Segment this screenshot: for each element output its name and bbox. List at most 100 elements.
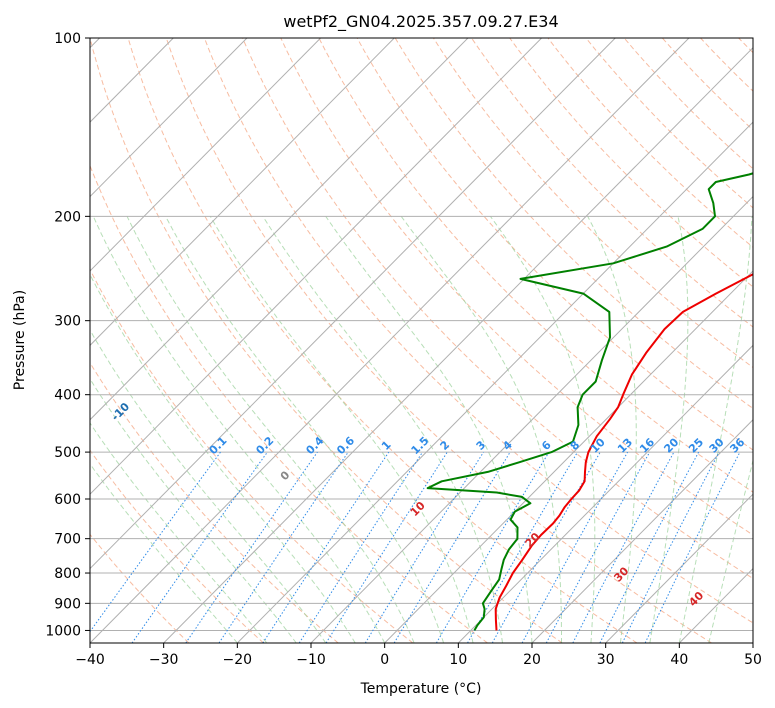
dry-adiabat	[509, 38, 753, 288]
mixing-ratio-label: 0.6	[334, 434, 357, 457]
isotherm	[90, 38, 469, 421]
temperature-line	[494, 273, 753, 631]
mixing-ratio-label: 2	[438, 438, 453, 453]
x-tick-label: 50	[744, 652, 762, 668]
dry-adiabat	[127, 38, 638, 643]
y-tick-label: 700	[54, 532, 81, 548]
x-tick-label: −10	[296, 652, 326, 668]
moist-adiabat	[209, 216, 474, 643]
dry-adiabat	[661, 38, 753, 131]
mixing-ratio-label: 0.2	[253, 434, 276, 457]
mixing-ratio-line	[218, 451, 349, 643]
y-tick-label: 400	[54, 388, 81, 404]
y-tick-label: 100	[54, 31, 81, 47]
moist-adiabat	[90, 329, 327, 643]
mixing-ratio-label: 3	[474, 438, 489, 453]
moist-adiabat	[262, 216, 503, 643]
x-axis: −40 −30 −20 −10 0 10 20 30 40 50	[75, 643, 762, 668]
dry-adiabat	[90, 268, 414, 643]
moist-adiabat	[400, 216, 562, 643]
x-tick-label: 40	[670, 652, 688, 668]
mixing-ratio-label: 6	[539, 438, 554, 453]
mixing-ratio-line	[262, 451, 390, 643]
y-tick-label: 800	[54, 566, 81, 582]
mixing-ratio-line	[521, 451, 629, 643]
dry-adiabat	[432, 38, 753, 369]
dry-adiabat	[90, 449, 264, 643]
moist-adiabat-label: 20	[523, 530, 543, 550]
mixing-ratio-line	[545, 451, 651, 643]
moist-adiabat	[90, 422, 268, 643]
mixing-ratio-label: 8	[568, 438, 583, 453]
moist-adiabat	[126, 216, 415, 643]
y-tick-label: 900	[54, 596, 81, 612]
y-tick-label: 300	[54, 314, 81, 330]
dry-adiabat	[471, 38, 753, 328]
mixing-ratio-line	[185, 451, 318, 643]
moist-adiabat-label: 0	[278, 468, 293, 483]
moist-adiabat	[92, 216, 386, 643]
plot-frame	[89, 37, 754, 644]
dry-adiabat	[623, 38, 753, 170]
isotherm	[90, 38, 542, 495]
isotherm	[531, 419, 753, 643]
y-tick-label: 200	[54, 209, 81, 225]
isotherm	[90, 38, 321, 272]
y-tick-label: 1000	[45, 623, 81, 639]
dewpoint-line	[426, 172, 753, 631]
isotherm	[457, 344, 753, 643]
y-axis-label: Pressure (hPa)	[12, 290, 28, 390]
mixing-ratio-label: 0.1	[207, 434, 230, 457]
y-tick-label: 600	[54, 492, 81, 508]
series-layer	[426, 172, 753, 631]
dry-adiabat	[738, 38, 753, 54]
mixing-ratio-label: 4	[500, 438, 515, 453]
mixing-ratio-line	[131, 451, 268, 643]
isotherm	[90, 38, 248, 198]
dry-adiabat	[356, 38, 753, 451]
mixing-ratio-label: 25	[686, 436, 706, 456]
moist-adiabat	[325, 216, 533, 643]
isotherm	[90, 38, 395, 347]
mixing-ratio-label: 0.4	[303, 434, 326, 457]
moist-adiabat	[90, 273, 356, 643]
mixing-ratio-line	[599, 451, 700, 643]
x-tick-label: 20	[523, 652, 541, 668]
isotherm	[236, 121, 753, 643]
isotherm	[752, 642, 753, 643]
background-lines	[90, 38, 753, 643]
y-tick-label: 500	[54, 445, 81, 461]
isotherm	[384, 270, 753, 643]
x-tick-label: 0	[380, 652, 389, 668]
x-tick-label: 30	[597, 652, 615, 668]
dry-adiabat-label: -10	[109, 400, 132, 423]
y-axis: 100 200 300 400 500 600 700 800 900 1000	[45, 31, 90, 639]
moist-adiabat	[90, 463, 238, 643]
dry-adiabat	[203, 38, 753, 624]
isotherm	[90, 38, 616, 570]
dry-adiabat	[547, 38, 753, 248]
isotherm	[678, 567, 753, 643]
moist-adiabat	[165, 216, 445, 643]
moist-adiabat	[649, 216, 689, 643]
isotherm	[90, 38, 690, 643]
x-tick-label: 10	[449, 652, 467, 668]
moist-adiabat	[708, 458, 753, 643]
isotherm	[605, 493, 753, 643]
dry-adiabat	[165, 38, 712, 643]
moist-adiabat	[489, 216, 596, 643]
x-tick-label: −20	[223, 652, 253, 668]
isotherm	[310, 195, 753, 643]
chart-title: wetPf2_GN04.2025.357.09.27.E34	[283, 12, 558, 32]
dry-adiabat	[318, 38, 753, 493]
mixing-ratio-line	[393, 451, 511, 643]
moist-adiabat-label: 10	[408, 499, 428, 519]
mixing-ratio-line	[572, 451, 675, 643]
mixing-ratio-line	[364, 451, 484, 643]
dry-adiabat	[90, 533, 190, 643]
x-axis-label: Temperature (°C)	[360, 681, 482, 697]
mixing-ratio-label: 1.5	[409, 434, 432, 457]
moist-adiabat	[678, 216, 753, 643]
mixing-ratio-line	[621, 451, 720, 643]
